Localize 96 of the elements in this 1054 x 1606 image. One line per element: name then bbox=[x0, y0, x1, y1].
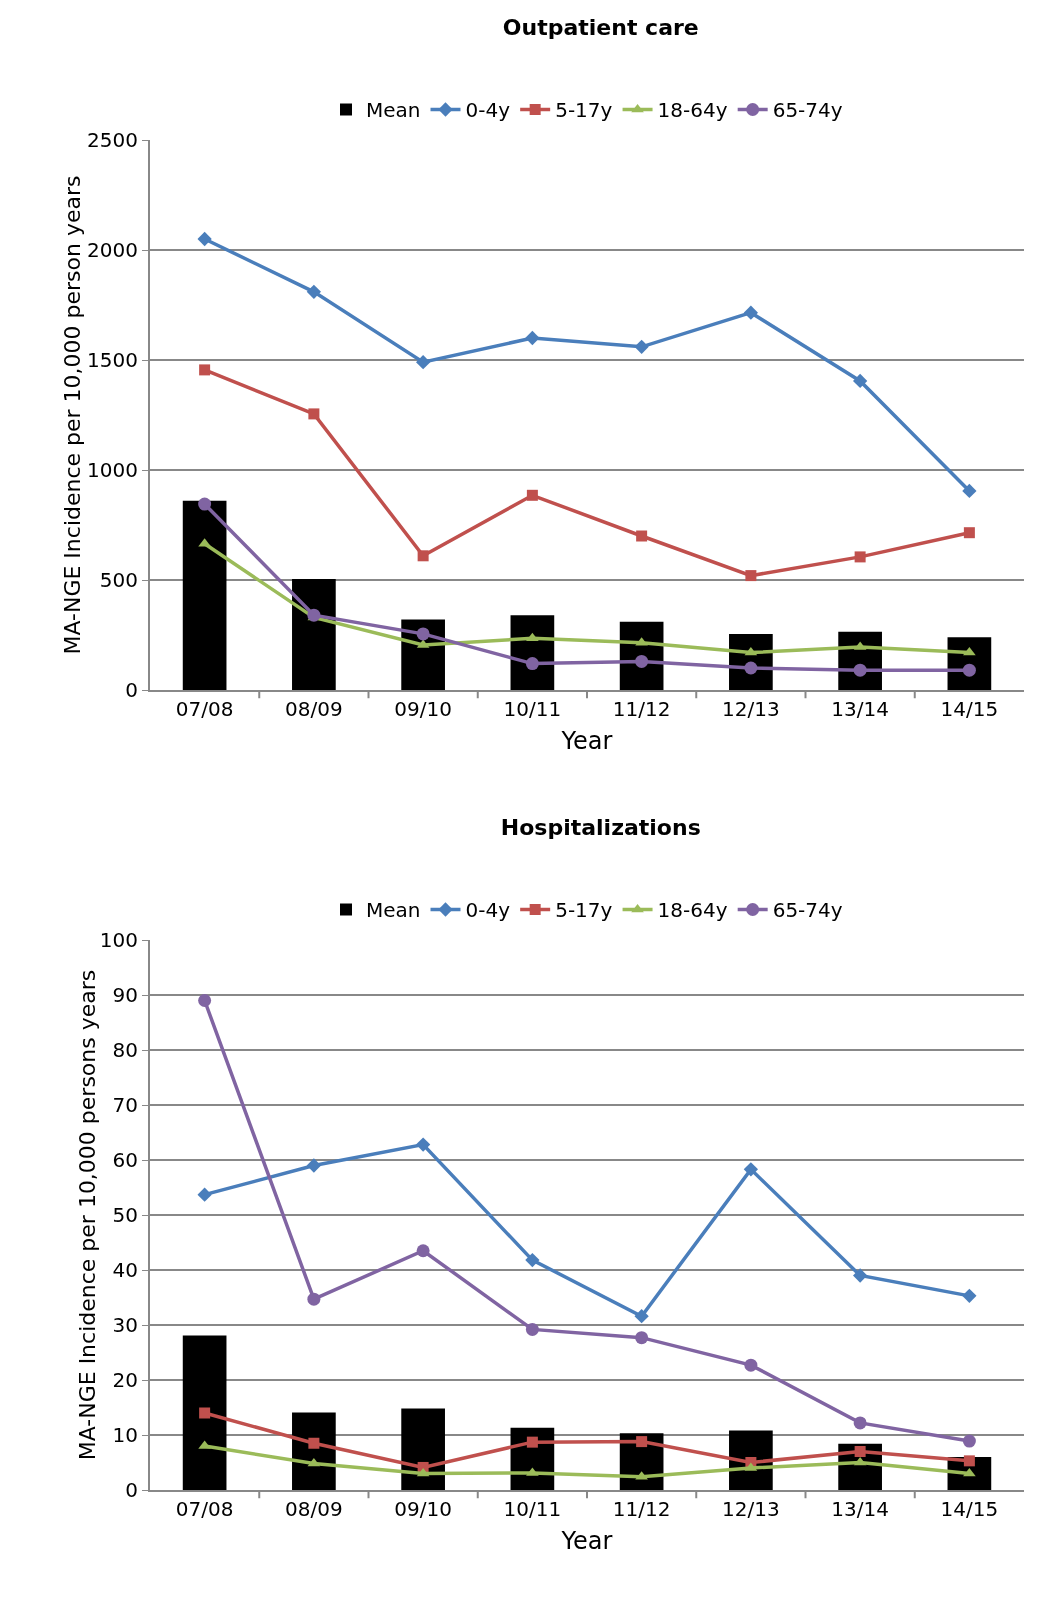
chart-title: Hospitalizations bbox=[500, 815, 701, 841]
y-tick-label: 40 bbox=[112, 1258, 138, 1282]
x-tick-label: 14/15 bbox=[940, 697, 999, 721]
y-tick-label: 0 bbox=[125, 1478, 138, 1502]
point bbox=[744, 1358, 758, 1372]
chart-title: Outpatient care bbox=[502, 15, 699, 41]
x-tick-label: 07/08 bbox=[175, 697, 234, 721]
point bbox=[525, 330, 540, 346]
point bbox=[415, 1137, 431, 1152]
x-tick-label: 13/14 bbox=[831, 697, 889, 721]
point bbox=[416, 1244, 430, 1258]
point bbox=[198, 994, 212, 1007]
y-tick-label: 2500 bbox=[87, 128, 138, 152]
point bbox=[526, 489, 538, 501]
x-tick-label: 13/14 bbox=[831, 1497, 889, 1521]
point bbox=[635, 654, 649, 668]
x-tick-label: 12/13 bbox=[722, 1497, 780, 1521]
point bbox=[634, 1309, 649, 1324]
x-axis-title: Year bbox=[560, 726, 613, 755]
x-tick-label: 09/10 bbox=[394, 697, 452, 721]
legend-label: 65-74y bbox=[772, 98, 843, 123]
legend-label: 18-64y bbox=[657, 898, 728, 923]
legend-label: 5-17y bbox=[555, 898, 613, 923]
x-tick-label: 10/11 bbox=[503, 697, 562, 721]
point bbox=[636, 1436, 648, 1448]
point bbox=[962, 1288, 977, 1303]
x-tick-label: 08/09 bbox=[285, 1497, 343, 1521]
point bbox=[417, 550, 429, 562]
y-axis-title: MA-NGE Incidence per 10,000 person years bbox=[60, 175, 86, 655]
x-tick-label: 08/09 bbox=[285, 697, 343, 721]
legend-label: Mean bbox=[366, 898, 421, 923]
y-tick-label: 0 bbox=[125, 678, 138, 702]
point bbox=[853, 1416, 867, 1430]
point bbox=[745, 570, 757, 582]
point bbox=[962, 1434, 976, 1448]
y-tick-label: 50 bbox=[112, 1203, 138, 1227]
point bbox=[854, 1446, 866, 1457]
point bbox=[962, 483, 977, 499]
y-tick-label: 20 bbox=[112, 1368, 138, 1392]
point bbox=[197, 231, 212, 247]
point bbox=[199, 364, 211, 376]
point bbox=[416, 627, 430, 641]
y-tick-label: 90 bbox=[112, 983, 138, 1007]
legend-label: 65-74y bbox=[772, 898, 843, 923]
y-tick-label: 70 bbox=[112, 1093, 138, 1117]
x-tick-label: 12/13 bbox=[722, 697, 780, 721]
y-tick-label: 100 bbox=[99, 928, 138, 952]
point bbox=[198, 497, 212, 511]
point bbox=[525, 1252, 540, 1268]
y-axis-title: MA-NGE Incidence per 10,000 persons years bbox=[75, 969, 100, 1461]
legend-label: 0-4y bbox=[465, 898, 511, 923]
point bbox=[853, 663, 867, 677]
point bbox=[635, 1331, 649, 1345]
point bbox=[634, 339, 649, 354]
point bbox=[743, 305, 759, 320]
y-tick-label: 1500 bbox=[87, 348, 138, 372]
x-tick-label: 07/08 bbox=[175, 1497, 234, 1521]
legend-label: 5-17y bbox=[555, 98, 613, 123]
y-tick-label: 10 bbox=[112, 1423, 138, 1447]
legend-label: Mean bbox=[366, 98, 421, 123]
point bbox=[199, 1407, 211, 1419]
y-tick-label: 30 bbox=[112, 1313, 138, 1337]
point bbox=[852, 1268, 868, 1283]
x-tick-label: 10/11 bbox=[503, 1497, 562, 1521]
bar bbox=[182, 1335, 227, 1490]
bar bbox=[292, 578, 336, 690]
x-tick-label: 09/10 bbox=[394, 1497, 452, 1521]
point bbox=[307, 1292, 321, 1306]
x-tick-label: 14/15 bbox=[940, 1497, 999, 1521]
legend-label: 0-4y bbox=[465, 98, 511, 123]
point bbox=[526, 632, 539, 642]
point bbox=[306, 284, 322, 299]
x-axis-title: Year bbox=[560, 1526, 613, 1555]
point bbox=[308, 408, 320, 420]
y-tick-label: 500 bbox=[99, 568, 138, 592]
y-tick-label: 2000 bbox=[87, 238, 138, 262]
point bbox=[963, 1455, 975, 1467]
point bbox=[963, 527, 975, 539]
x-tick-label: 11/12 bbox=[612, 1497, 671, 1521]
point bbox=[636, 530, 648, 542]
point bbox=[306, 1158, 322, 1173]
point bbox=[308, 1437, 320, 1449]
point bbox=[852, 373, 868, 389]
point bbox=[415, 355, 431, 370]
point bbox=[526, 1436, 538, 1448]
point bbox=[525, 657, 539, 671]
y-tick-label: 1000 bbox=[87, 458, 138, 482]
point bbox=[525, 1322, 539, 1336]
y-tick-label: 60 bbox=[112, 1148, 138, 1172]
point bbox=[197, 1187, 212, 1202]
legend-label: 18-64y bbox=[657, 98, 728, 123]
x-tick-label: 11/12 bbox=[612, 697, 671, 721]
bar bbox=[182, 500, 227, 690]
y-tick-label: 80 bbox=[112, 1038, 138, 1062]
point bbox=[743, 1162, 759, 1177]
point bbox=[854, 551, 866, 563]
